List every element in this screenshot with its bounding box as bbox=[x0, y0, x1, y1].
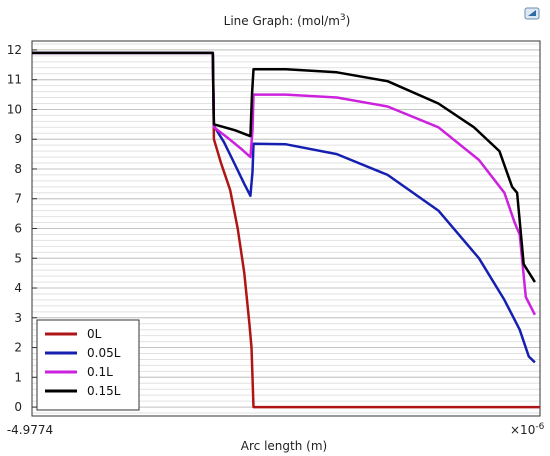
y-tick-label: 10 bbox=[7, 102, 22, 116]
series-lines bbox=[32, 51, 540, 409]
series-line-0.15L bbox=[32, 51, 536, 283]
y-tick-label: 5 bbox=[14, 251, 22, 265]
title-superscript: 3 bbox=[340, 13, 346, 23]
title-suffix: ) bbox=[346, 14, 351, 28]
y-tick-label: 12 bbox=[7, 43, 22, 57]
legend-items: 0L 0.05L 0.1L 0.15L bbox=[45, 327, 121, 398]
x-axis-label: Arc length (m) bbox=[241, 439, 327, 453]
series-line-0.1L bbox=[32, 51, 537, 316]
y-tick-label: 11 bbox=[7, 73, 22, 87]
legend-label: 0.05L bbox=[87, 346, 121, 360]
x-multiplier-base: ×10 bbox=[510, 423, 535, 437]
legend-label: 0L bbox=[87, 327, 102, 341]
y-tick-label: 0 bbox=[14, 400, 22, 414]
legend-label: 0.1L bbox=[87, 365, 113, 379]
x-multiplier-exp: -6 bbox=[535, 422, 544, 432]
chart-title: Line Graph: (mol/m3) bbox=[224, 13, 351, 28]
title-prefix: Line Graph: (mol/m bbox=[224, 14, 340, 28]
y-tick-label: 6 bbox=[14, 222, 22, 236]
x-multiplier: ×10-6 bbox=[510, 422, 545, 437]
y-tick-label: 4 bbox=[14, 281, 22, 295]
x-tick-left: -4.9774 bbox=[7, 423, 53, 437]
y-tick-label: 9 bbox=[14, 132, 22, 146]
legend: 0L 0.05L 0.1L 0.15L bbox=[36, 319, 140, 411]
series-line-0.05L bbox=[32, 51, 536, 364]
y-tick-label: 3 bbox=[14, 311, 22, 325]
y-tick-label: 8 bbox=[14, 162, 22, 176]
y-tick-label: 1 bbox=[14, 370, 22, 384]
expand-icon[interactable] bbox=[524, 7, 540, 20]
legend-label: 0.15L bbox=[87, 384, 121, 398]
y-tick-label: 7 bbox=[14, 192, 22, 206]
y-tick-label: 2 bbox=[14, 341, 22, 355]
